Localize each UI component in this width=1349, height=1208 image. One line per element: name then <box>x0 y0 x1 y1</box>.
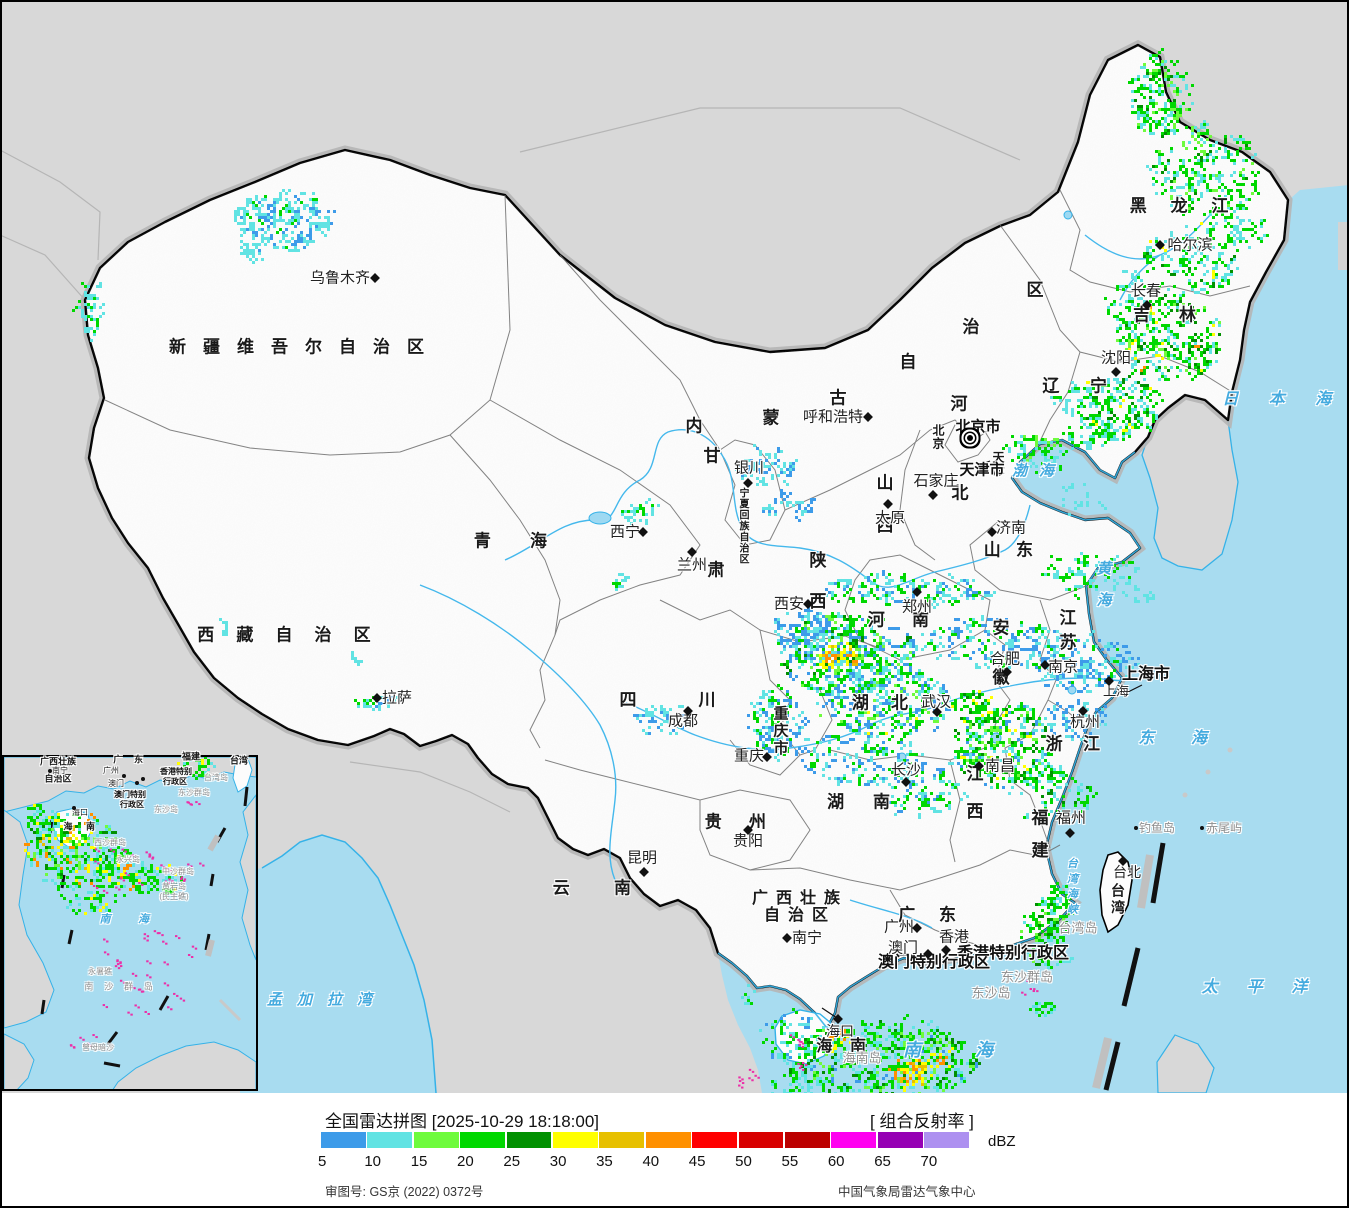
colorbar-tick: 65 <box>874 1153 891 1170</box>
map-license: 审图号: GS京 (2022) 0372号 <box>325 1185 484 1199</box>
colorbar-tick: 40 <box>642 1153 660 1170</box>
legend-product: [ 组合反射率 ] <box>870 1112 974 1131</box>
colorbar-cell-25 <box>506 1132 552 1148</box>
reef-markers <box>738 977 1039 1089</box>
china-coastline <box>717 439 1142 1030</box>
bengal-coastline <box>261 834 437 1093</box>
legend-unit: dBZ <box>988 1133 1016 1150</box>
legend-title: 全国雷达拼图 [2025-10-29 18:18:00] <box>325 1112 600 1131</box>
colorbar-tick: 35 <box>596 1153 613 1170</box>
map-credit: 中国气象局雷达气象中心 <box>838 1185 976 1199</box>
colorbar-tick: 25 <box>503 1153 521 1170</box>
radar-echoes <box>72 48 1269 1093</box>
colorbar-tick: 55 <box>781 1153 799 1170</box>
colorbar-cell-50 <box>738 1132 784 1148</box>
luzon-island <box>1156 1034 1215 1093</box>
colorbar-tick: 60 <box>827 1153 845 1170</box>
inset-philippines <box>239 794 256 961</box>
colorbar-cell-15 <box>413 1132 459 1148</box>
rivers <box>419 209 1216 929</box>
colorbar-cell-35 <box>599 1132 645 1148</box>
colorbar-cell-70 <box>924 1132 969 1148</box>
island-far-east <box>1338 222 1349 270</box>
inset-radar-echoes <box>24 757 216 915</box>
colorbar-tick: 15 <box>410 1153 428 1170</box>
colorbar-cell-30 <box>552 1132 598 1148</box>
colorbar-cell-10 <box>367 1132 413 1148</box>
colorbar-tick: 70 <box>920 1153 938 1170</box>
colorbar-cell-5 <box>321 1132 366 1148</box>
colorbar-cell-45 <box>692 1132 738 1148</box>
colorbar <box>321 1132 969 1148</box>
colorbar-cell-65 <box>877 1132 923 1148</box>
colorbar-cell-55 <box>784 1132 830 1148</box>
inset-vietnam <box>4 809 55 1029</box>
nine-dash-line <box>1092 842 1166 1091</box>
legend-panel: 全国雷达拼图 [2025-10-29 18:18:00] [ 组合反射率 ] d… <box>0 1093 1349 1208</box>
inset-sea <box>4 757 256 1089</box>
ryukyu-islands <box>1182 747 1233 798</box>
china-radar-map <box>0 0 1349 1093</box>
colorbar-tick: 10 <box>364 1153 382 1170</box>
colorbar-tick: 20 <box>457 1153 474 1170</box>
inset-malay <box>4 1033 35 1089</box>
inset-taiwan <box>232 757 253 793</box>
south-china-sea-inset <box>2 755 258 1091</box>
colorbar-cell-20 <box>460 1132 506 1148</box>
colorbar-ticks: 5 10 15 20 25 30 35 40 45 50 55 60 65 70 <box>0 1153 1349 1170</box>
colorbar-tick: 5 <box>318 1153 327 1170</box>
colorbar-tick: 45 <box>688 1153 706 1170</box>
sea-east <box>718 185 1349 1093</box>
foreign-borders <box>0 107 1021 813</box>
inset-border <box>2 755 258 1091</box>
inset-borneo <box>112 1041 256 1089</box>
colorbar-cell-60 <box>831 1132 877 1148</box>
colorbar-cell-40 <box>645 1132 691 1148</box>
inset-reef-markers <box>69 801 205 1049</box>
colorbar-tick: 30 <box>549 1153 567 1170</box>
colorbar-tick: 50 <box>735 1153 752 1170</box>
